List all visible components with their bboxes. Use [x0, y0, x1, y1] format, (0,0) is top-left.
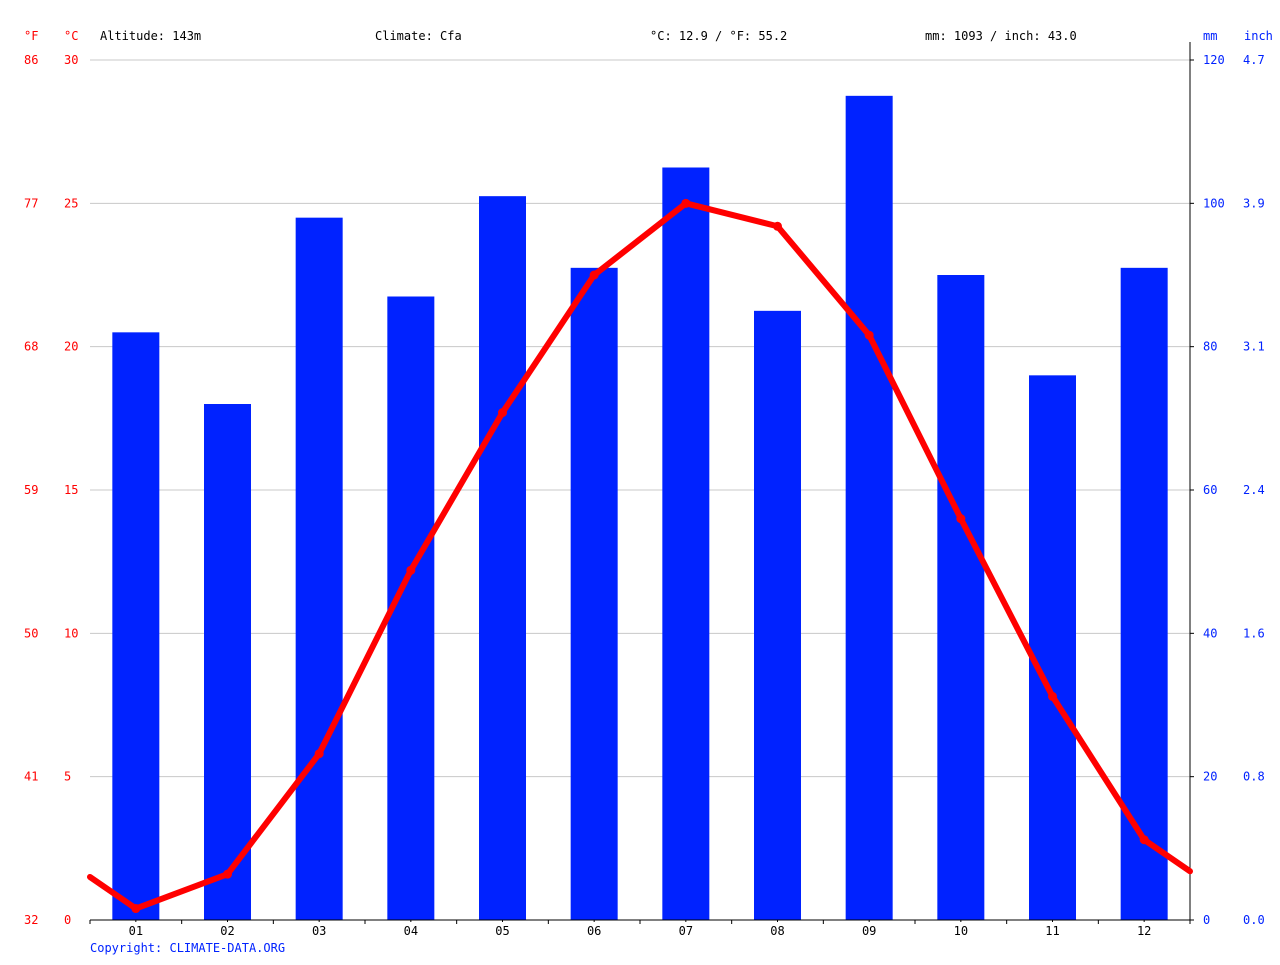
x-tick-label-month: 06: [587, 924, 601, 938]
y-tick-label-mm: 20: [1203, 770, 1217, 784]
y-tick-label-mm: 100: [1203, 196, 1225, 210]
temperature-line-layer: [87, 198, 1193, 914]
temperature-point: [498, 408, 507, 418]
precipitation-bar: [112, 332, 160, 920]
y-tick-label-mm: 0: [1203, 913, 1210, 927]
y-tick-label-celsius: 20: [64, 340, 78, 354]
precipitation-bar: [662, 167, 710, 920]
precipitation-bar: [754, 310, 801, 920]
y-tick-label-fahrenheit: 77: [24, 196, 38, 210]
y-tick-label-mm: 40: [1203, 626, 1217, 640]
x-tick-label-month: 09: [862, 924, 876, 938]
precipitation-bar: [295, 217, 343, 920]
precipitation-bars: [112, 95, 1168, 921]
x-tick-label-month: 10: [954, 924, 968, 938]
y-tick-label-mm: 120: [1203, 53, 1225, 67]
unit-celsius-label: °C: [64, 29, 78, 43]
average-temperature-label: °C: 12.9 / °F: 55.2: [650, 29, 787, 43]
x-tick-label-month: 01: [129, 924, 143, 938]
y-tick-label-fahrenheit: 68: [24, 340, 38, 354]
temperature-point: [681, 198, 691, 208]
y-tick-label-inch: 1.6: [1243, 626, 1265, 640]
precipitation-bar: [479, 196, 526, 920]
y-tick-label-inch: 3.1: [1243, 340, 1265, 354]
x-tick-label-month: 08: [770, 924, 784, 938]
y-tick-label-fahrenheit: 59: [24, 483, 38, 497]
x-tick-label-month: 07: [679, 924, 693, 938]
y-tick-label-celsius: 25: [64, 196, 78, 210]
y-tick-label-fahrenheit: 32: [24, 913, 38, 927]
temperature-point: [1139, 835, 1149, 845]
temperature-point: [589, 270, 599, 280]
altitude-label: Altitude: 143m: [100, 29, 201, 43]
precipitation-bar: [937, 275, 985, 920]
precipitation-bar: [845, 95, 893, 921]
temperature-line: [87, 200, 1193, 912]
y-tick-label-celsius: 30: [64, 53, 78, 67]
y-tick-label-inch: 4.7: [1243, 53, 1265, 67]
unit-mm-label: mm: [1203, 29, 1217, 43]
y-tick-label-fahrenheit: 50: [24, 626, 38, 640]
temperature-point: [131, 904, 141, 914]
temperature-point: [956, 514, 966, 524]
y-tick-label-celsius: 15: [64, 483, 78, 497]
x-tick-label-month: 12: [1137, 924, 1151, 938]
precipitation-bar: [1029, 375, 1076, 920]
y-tick-label-mm: 60: [1203, 483, 1217, 497]
temperature-point: [314, 749, 324, 759]
climate-label: Climate: Cfa: [375, 29, 462, 43]
y-tick-label-inch: 0.8: [1243, 770, 1265, 784]
temperature-point: [864, 330, 874, 340]
unit-fahrenheit-label: °F: [24, 29, 38, 43]
copyright-label: Copyright: CLIMATE-DATA.ORG: [90, 941, 285, 955]
y-tick-label-fahrenheit: 86: [24, 53, 38, 67]
grid-layer: [90, 59, 1190, 778]
precipitation-bar: [570, 267, 618, 920]
temperature-point: [1048, 691, 1057, 701]
y-tick-label-inch: 3.9: [1243, 196, 1265, 210]
x-tick-label-month: 11: [1045, 924, 1059, 938]
y-tick-label-celsius: 5: [64, 770, 71, 784]
x-tick-label-month: 04: [404, 924, 418, 938]
precipitation-bar: [1120, 267, 1168, 920]
temperature-point: [773, 221, 782, 231]
precipitation-total-label: mm: 1093 / inch: 43.0: [925, 29, 1077, 43]
precipitation-bar: [204, 404, 251, 920]
y-tick-label-inch: 0.0: [1243, 913, 1265, 927]
tick-label-layer: 32 0 0 0.0 41 5 20 0.8 50 10 40 1.6 59 15 60 2.4 68 20 80 3…: [24, 53, 1265, 938]
y-tick-label-fahrenheit: 41: [24, 770, 38, 784]
x-tick-label-month: 05: [495, 924, 509, 938]
y-tick-label-mm: 80: [1203, 340, 1217, 354]
axis-layer: [89, 42, 1194, 924]
x-tick-label-month: 02: [220, 924, 234, 938]
y-tick-label-inch: 2.4: [1243, 483, 1265, 497]
temperature-point: [223, 869, 232, 879]
temperature-point: [406, 565, 416, 575]
y-tick-label-celsius: 10: [64, 626, 78, 640]
y-tick-label-celsius: 0: [64, 913, 71, 927]
x-tick-label-month: 03: [312, 924, 326, 938]
unit-inch-label: inch: [1244, 29, 1273, 43]
